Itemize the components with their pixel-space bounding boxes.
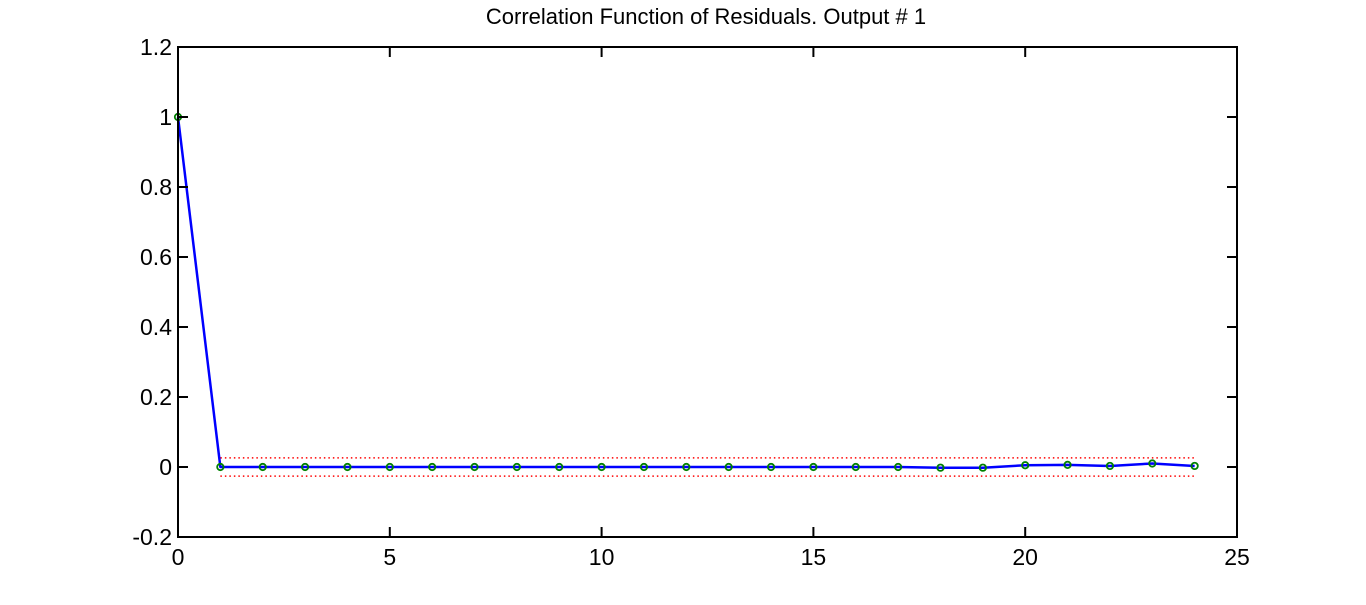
confidence-band <box>220 457 1195 477</box>
axis-ticks: 0 5 10 15 20 25-0.200.20.40.60.811.2 <box>132 34 1249 570</box>
y-tick-label: 0.8 <box>140 174 172 200</box>
data-point <box>1063 460 1072 469</box>
x-tick-label: 25 <box>1224 544 1250 570</box>
data-point <box>809 462 818 472</box>
x-tick-label: 0 <box>172 544 185 570</box>
data-point <box>894 462 903 472</box>
y-tick-label: 0.6 <box>140 244 172 270</box>
data-point <box>470 462 479 472</box>
data-point <box>216 462 225 472</box>
y-tick-label: 1 <box>159 104 172 130</box>
y-tick-label: -0.2 <box>132 524 172 550</box>
data-point <box>766 462 776 472</box>
y-tick-label: 0.2 <box>140 384 172 410</box>
data-point <box>936 463 945 472</box>
data-point <box>385 462 394 472</box>
data-point <box>724 462 733 472</box>
data-point <box>258 462 267 472</box>
y-tick-label: 0 <box>159 454 172 480</box>
data-point <box>1148 459 1157 468</box>
data-point <box>682 462 691 472</box>
data-point <box>639 462 649 472</box>
data-point <box>343 462 352 472</box>
data-point <box>1190 461 1199 471</box>
data-point <box>978 463 987 472</box>
x-tick-label: 10 <box>589 544 615 570</box>
x-tick-label: 15 <box>801 544 827 570</box>
data-point <box>1105 461 1115 471</box>
series-marker-layer <box>173 112 1199 472</box>
data-point <box>1021 461 1030 470</box>
data-point <box>597 462 606 472</box>
series-line-layer <box>176 116 1195 469</box>
y-tick-label: 0.4 <box>140 314 172 340</box>
x-tick-label: 20 <box>1012 544 1038 570</box>
x-tick-label: 5 <box>383 544 396 570</box>
plot-area-frame <box>177 46 1238 538</box>
series-line <box>176 116 1195 469</box>
data-point <box>555 462 564 472</box>
data-point <box>851 462 860 472</box>
data-point <box>428 462 437 472</box>
chart-title: Correlation Function of Residuals. Outpu… <box>486 4 926 29</box>
data-point <box>512 462 521 472</box>
y-tick-label: 1.2 <box>140 34 172 60</box>
data-point <box>300 462 310 472</box>
